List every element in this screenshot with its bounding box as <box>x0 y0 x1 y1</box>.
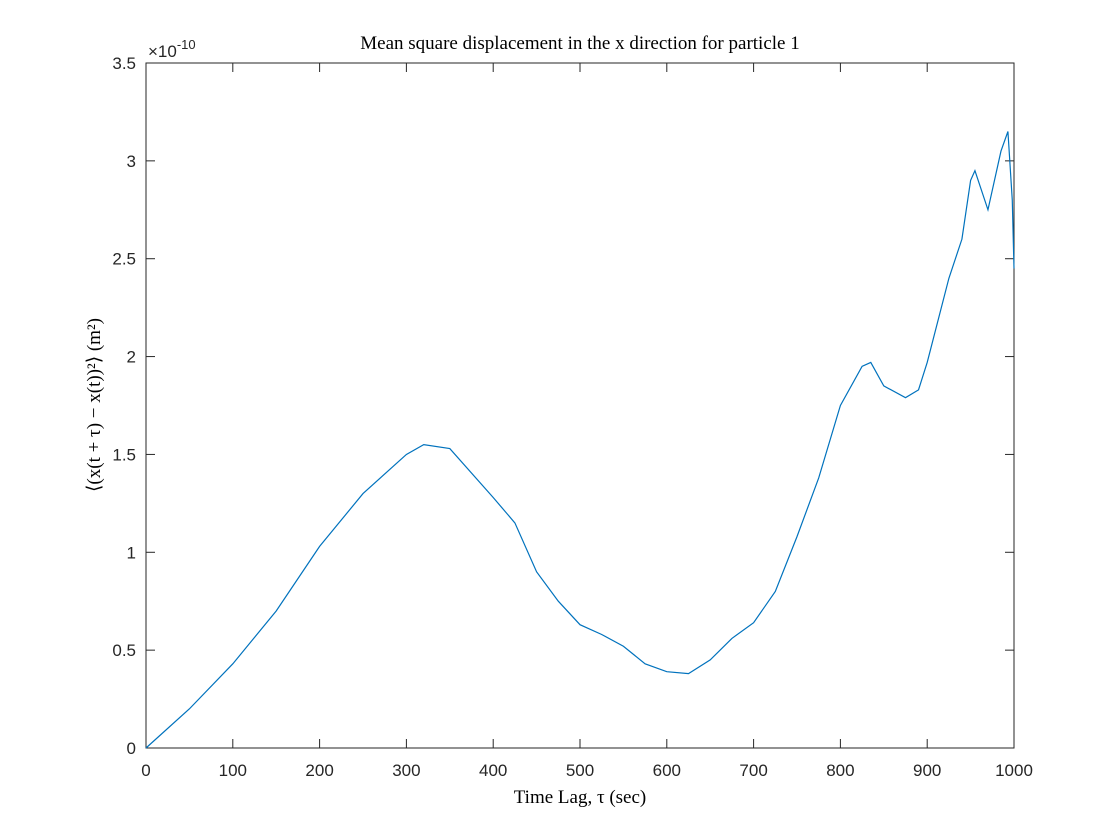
y-tick-label: 2.5 <box>112 250 136 269</box>
y-tick-label: 0 <box>127 739 136 758</box>
y-multiplier-base: ×10 <box>148 42 177 61</box>
y-multiplier-exponent: -10 <box>177 37 196 52</box>
y-tick-label: 3.5 <box>112 54 136 73</box>
data-line <box>145 131 1015 749</box>
y-multiplier: ×10-10 <box>148 37 196 61</box>
x-tick-label: 700 <box>739 761 767 780</box>
y-tick-label: 3 <box>127 152 136 171</box>
x-tick-label: 0 <box>141 761 150 780</box>
x-tick-label: 500 <box>566 761 594 780</box>
x-axis-label: Time Lag, τ (sec) <box>514 787 647 808</box>
axes-box <box>145 62 1015 749</box>
y-tick-label: 0.5 <box>112 641 136 660</box>
x-tick-label: 600 <box>653 761 681 780</box>
y-axis-label: ⟨(x(t + τ) − x(t))²⟩ (m²) <box>84 318 105 492</box>
x-tick-label: 200 <box>305 761 333 780</box>
y-tick-label: 1 <box>127 543 136 562</box>
chart-title: Mean square displacement in the x direct… <box>360 33 799 54</box>
x-tick-label: 100 <box>219 761 247 780</box>
y-tick-label: 1.5 <box>112 445 136 464</box>
x-tick-label: 300 <box>392 761 420 780</box>
x-tick-label: 400 <box>479 761 507 780</box>
x-tick-label: 1000 <box>995 761 1033 780</box>
x-tick-label: 800 <box>826 761 854 780</box>
y-tick-label: 2 <box>127 348 136 367</box>
x-tick-label: 900 <box>913 761 941 780</box>
